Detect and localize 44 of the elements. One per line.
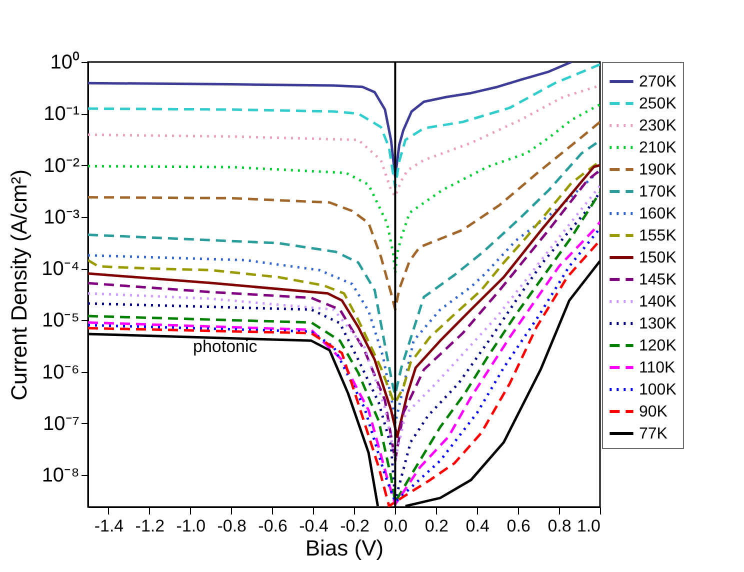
- y-tick-label: 10⁻⁷: [43, 412, 80, 435]
- x-tick-label: 0.8: [548, 516, 572, 536]
- legend-label: 77K: [639, 426, 668, 442]
- x-tick-label: -0.4: [299, 516, 328, 536]
- y-tick-label: 10⁻³: [44, 206, 80, 228]
- x-tick-label: -1.4: [94, 516, 124, 536]
- legend-label: 190K: [639, 162, 677, 178]
- legend-label: 90K: [639, 404, 668, 420]
- x-tick-label: 1.0: [576, 516, 600, 536]
- y-tick-label: 10⁻⁶: [42, 361, 80, 384]
- line-series: [88, 120, 600, 311]
- y-tick-label: 10⁻¹: [44, 103, 80, 126]
- y-tick-label: 10⁰: [50, 50, 80, 74]
- legend-label: 210K: [639, 140, 677, 156]
- x-tick-label: -0.6: [258, 516, 288, 536]
- x-tick-label: 0.0: [384, 516, 408, 536]
- legend-label: 230K: [639, 118, 677, 134]
- legend-label: 100K: [639, 382, 677, 398]
- x-tick-label: 0.4: [466, 516, 490, 536]
- legend-label: 155K: [639, 228, 677, 244]
- legend-label: 140K: [639, 294, 677, 310]
- x-tick-label: -0.2: [340, 516, 370, 536]
- legend-label: 110K: [639, 360, 676, 376]
- legend-label: 250K: [639, 96, 677, 112]
- y-tick-label: 10⁻⁴: [42, 258, 80, 280]
- y-tick-label: 10⁻²: [44, 154, 80, 177]
- y-tick-label: 10⁻⁸: [42, 464, 80, 487]
- annotation: photonic: [193, 337, 258, 356]
- x-tick-label: -1.2: [135, 516, 165, 536]
- legend-label: 130K: [639, 316, 677, 332]
- legend-label: 150K: [639, 250, 677, 266]
- legend-label: 120K: [639, 338, 677, 354]
- line-series: [88, 103, 600, 275]
- x-axis-title: Bias (V): [305, 536, 384, 560]
- legend-label: 170K: [639, 184, 677, 200]
- legend-label: 160K: [639, 206, 677, 222]
- x-tick-label: -0.8: [217, 516, 247, 536]
- legend-label: 270K: [639, 74, 677, 90]
- legend-label: 145K: [639, 272, 677, 288]
- y-tick-label: 10⁻⁵: [42, 310, 80, 332]
- x-tick-label: 0.6: [506, 516, 530, 536]
- x-tick-label: 0.2: [424, 516, 448, 536]
- y-axis-title: Current Density (A/cm²): [6, 169, 32, 401]
- x-tick-label: -1.0: [176, 516, 206, 536]
